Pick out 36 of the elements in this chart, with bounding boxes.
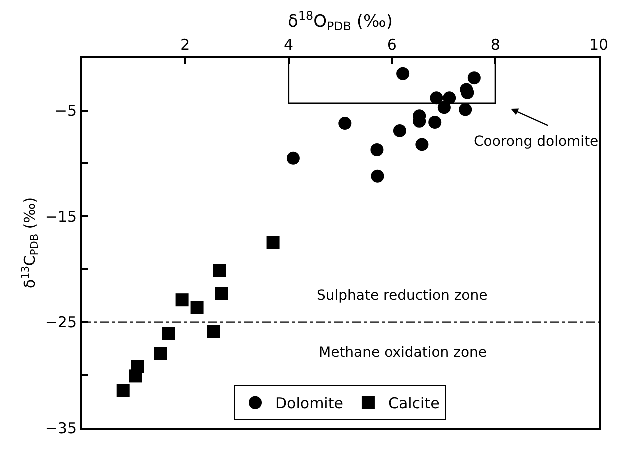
point — [266, 236, 280, 250]
point — [154, 348, 168, 360]
x-axis-title: δ$^{18}$O$_{PDB}$ (‰) — [288, 8, 393, 34]
x-tick-label: 4 — [284, 36, 294, 54]
point — [428, 116, 442, 129]
x-tick-label: 6 — [387, 36, 397, 54]
point — [416, 138, 429, 152]
point — [116, 384, 130, 398]
x-tick-label: 8 — [490, 36, 500, 54]
point — [213, 264, 226, 277]
point — [162, 327, 176, 340]
x-tick-label: 10 — [589, 36, 609, 54]
point — [338, 117, 352, 130]
annotation: Coorong dolomite — [474, 134, 599, 150]
point — [430, 92, 444, 105]
point — [286, 152, 300, 165]
point — [207, 325, 220, 338]
legend-label: Calcite — [388, 394, 440, 413]
point — [176, 294, 189, 307]
x-tick-label: 2 — [180, 36, 190, 54]
annotation: Sulphate reduction zone — [317, 288, 488, 304]
point — [215, 287, 228, 300]
point — [393, 124, 406, 138]
point — [190, 300, 204, 314]
annotation: Methane oxidation zone — [319, 345, 488, 361]
y-tick-label: −25 — [45, 314, 77, 332]
point — [468, 72, 481, 85]
y-tick-label: −5 — [54, 102, 77, 120]
point — [370, 143, 384, 156]
point — [371, 170, 384, 183]
point — [459, 103, 472, 116]
y-tick-label: −15 — [45, 208, 77, 226]
legend-label: Dolomite — [276, 394, 344, 413]
y-tick-label: −35 — [45, 419, 77, 438]
point — [396, 67, 410, 80]
point — [129, 370, 142, 383]
